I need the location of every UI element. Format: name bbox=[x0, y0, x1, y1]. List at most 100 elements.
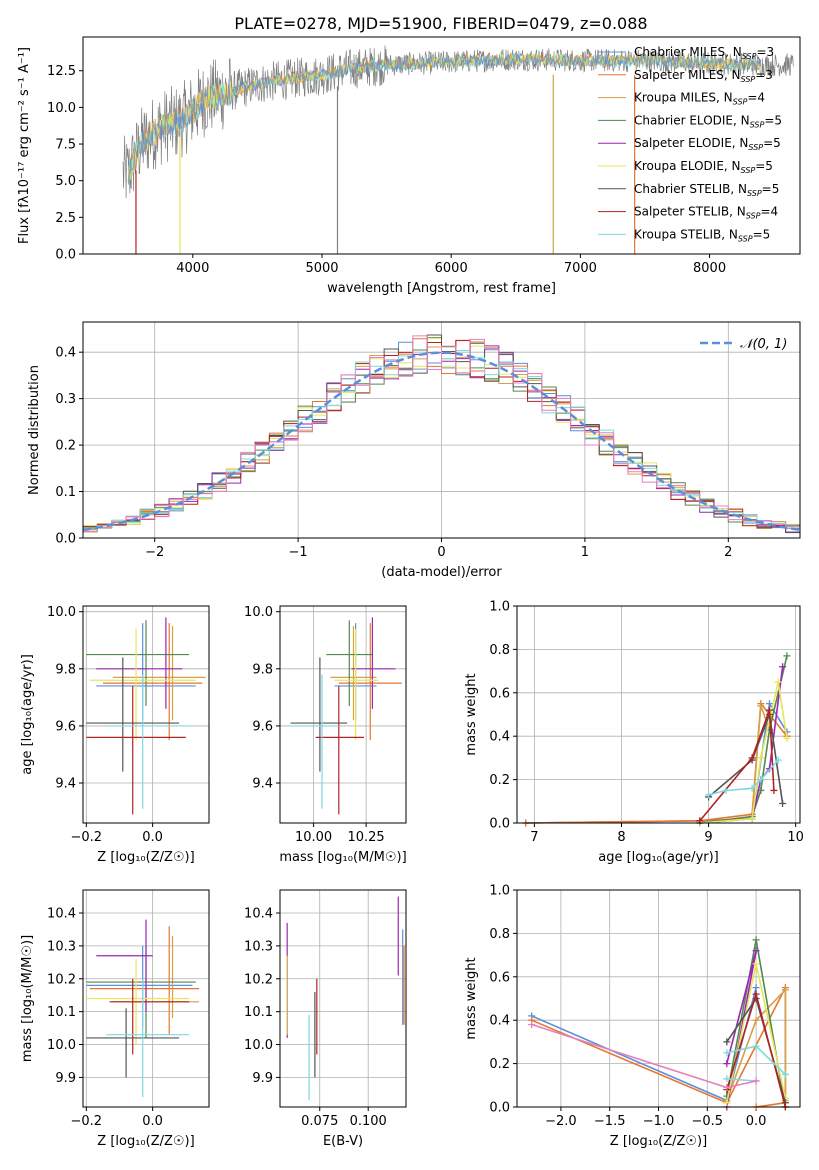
x-tick-label: 8000 bbox=[693, 261, 726, 276]
y-tick-label: 0.0 bbox=[489, 1101, 510, 1116]
legend: Chabrier MILES, NSSP=3 Salpeter MILES, NS… bbox=[598, 45, 782, 243]
y-tick-label: 0.2 bbox=[489, 1057, 510, 1072]
x-axis-label: E(B-V) bbox=[323, 1134, 363, 1149]
y-tick-label: 1.0 bbox=[489, 884, 510, 899]
y-tick-label: 9.8 bbox=[252, 662, 273, 677]
weight-marker bbox=[723, 1060, 731, 1068]
weight-marker bbox=[723, 1049, 731, 1057]
x-axis-label: Z [log₁₀(Z/Z☉)] bbox=[97, 850, 194, 865]
x-tick-label: 5000 bbox=[305, 261, 338, 276]
y-tick-label: 10.1 bbox=[47, 1005, 76, 1020]
weight-marker bbox=[748, 815, 756, 823]
weight-lines bbox=[528, 936, 789, 1111]
weight-marker bbox=[752, 984, 760, 992]
observed-spectrum bbox=[122, 45, 794, 199]
y-tick-label: 0.1 bbox=[55, 485, 76, 500]
weight-marker bbox=[723, 1075, 731, 1083]
weight-marker bbox=[752, 990, 760, 998]
weight-marker bbox=[757, 754, 765, 762]
x-axis-label: (data-model)/error bbox=[381, 565, 502, 580]
y-tick-label: 0.6 bbox=[489, 970, 510, 985]
weight-series-line bbox=[531, 987, 757, 1102]
y-axis-label: mass [log₁₀(M/M☉)] bbox=[20, 935, 35, 1062]
y-tick-label: 9.8 bbox=[55, 662, 76, 677]
y-tick-label: 5.0 bbox=[55, 174, 76, 189]
x-tick-label: 0.100 bbox=[350, 1114, 387, 1129]
spectrum-plot-area bbox=[122, 45, 794, 254]
x-tick-label: −0.5 bbox=[692, 1114, 724, 1129]
x-tick-label: −1.0 bbox=[643, 1114, 675, 1129]
axes-frame bbox=[82, 321, 801, 539]
age-vs-mass-panel: 10.00 10.25 9.4 9.6 9.8 10.0 mass [log₁₀(M/M☉)… bbox=[244, 605, 407, 865]
x-tick-label: 0.0 bbox=[142, 1114, 163, 1129]
weight-marker bbox=[781, 1070, 789, 1078]
y-tick-label: 10.0 bbox=[244, 605, 273, 620]
y-tick-label: 2.5 bbox=[55, 211, 76, 226]
x-tick-label: −1.5 bbox=[594, 1114, 626, 1129]
x-tick-label: −0.2 bbox=[71, 1114, 103, 1129]
axes-frame bbox=[82, 889, 210, 1108]
x-tick-label: 10.25 bbox=[347, 830, 384, 845]
weight-marker bbox=[766, 700, 774, 708]
normal-curve bbox=[83, 351, 800, 532]
y-tick-label: 0.4 bbox=[55, 346, 76, 361]
y-tick-label: 10.0 bbox=[244, 1038, 273, 1053]
x-axis-label: Z [log₁₀(Z/Z☉)] bbox=[97, 1134, 194, 1149]
weight-marker bbox=[752, 1042, 760, 1050]
y-axis-label: Flux [fλ10⁻¹⁷ erg cm⁻² s⁻¹ A⁻¹] bbox=[17, 47, 32, 244]
y-axis-label: mass weight bbox=[464, 673, 479, 755]
weight-series-line bbox=[708, 711, 784, 804]
x-tick-label: 7000 bbox=[564, 261, 597, 276]
legend-label: 𝒩(0, 1) bbox=[740, 337, 787, 352]
weight-marker bbox=[752, 947, 760, 955]
axes-frame bbox=[516, 889, 801, 1108]
y-axis-label: age [log₁₀(age/yr)] bbox=[20, 654, 35, 775]
weight-series-line bbox=[726, 1078, 757, 1082]
y-tick-label: 0.3 bbox=[55, 392, 76, 407]
weight-marker bbox=[752, 1016, 760, 1024]
y-tick-label: 10.0 bbox=[47, 605, 76, 620]
y-tick-label: 7.5 bbox=[55, 138, 76, 153]
weight-marker bbox=[748, 754, 756, 762]
x-axis-label: age [log₁₀(age/yr)] bbox=[598, 850, 719, 865]
y-tick-label: 0.0 bbox=[55, 248, 76, 263]
legend-label: Salpeter ELODIE, NSSP=5 bbox=[634, 136, 781, 152]
y-tick-label: 9.4 bbox=[252, 777, 273, 792]
y-tick-label: 9.9 bbox=[252, 1071, 273, 1086]
x-tick-label: 0.075 bbox=[301, 1114, 338, 1129]
y-tick-label: 10.2 bbox=[47, 972, 76, 987]
weight-marker bbox=[774, 756, 782, 764]
weight-vs-age-panel: 7 8 9 10 0.0 0.2 0.4 0.6 0.8 1.0 age [log₁₀(age/yr… bbox=[464, 600, 804, 866]
y-tick-label: 0.4 bbox=[489, 730, 510, 745]
weight-marker bbox=[757, 702, 765, 710]
y-tick-label: 0.8 bbox=[489, 927, 510, 942]
weight-marker bbox=[779, 799, 787, 807]
weight-series-line bbox=[699, 666, 784, 824]
histogram-area bbox=[83, 334, 800, 534]
x-tick-label: 10.00 bbox=[295, 830, 332, 845]
weight-series-line bbox=[699, 709, 775, 822]
weight-marker bbox=[528, 1021, 536, 1029]
legend-label: Kroupa MILES, NSSP=4 bbox=[634, 91, 765, 107]
y-tick-label: 0.2 bbox=[55, 439, 76, 454]
age-vs-metallicity-panel: −0.2 0.0 9.4 9.6 9.8 10.0 Z [log₁₀(Z/Z☉)] age [… bbox=[20, 605, 210, 865]
y-tick-label: 10.4 bbox=[244, 907, 273, 922]
x-tick-label: 4000 bbox=[176, 261, 209, 276]
y-axis-label: Normed distribution bbox=[27, 365, 42, 495]
weight-marker bbox=[705, 791, 713, 799]
y-tick-label: 12.5 bbox=[47, 64, 76, 79]
axes-frame bbox=[279, 889, 407, 1108]
errorbars bbox=[86, 617, 206, 815]
x-tick-label: 7 bbox=[530, 830, 538, 845]
y-tick-label: 0.0 bbox=[489, 817, 510, 832]
legend-label: Kroupa STELIB, NSSP=5 bbox=[634, 227, 770, 243]
weight-marker bbox=[779, 663, 787, 671]
y-tick-label: 0.4 bbox=[489, 1014, 510, 1029]
weight-marker bbox=[723, 1083, 731, 1091]
axes-frame bbox=[516, 605, 801, 824]
axes-frame bbox=[82, 36, 801, 255]
x-tick-label: 10 bbox=[787, 830, 804, 845]
y-tick-label: 10.3 bbox=[244, 939, 273, 954]
x-tick-label: −2.0 bbox=[545, 1114, 577, 1129]
weight-marker bbox=[723, 1099, 731, 1107]
